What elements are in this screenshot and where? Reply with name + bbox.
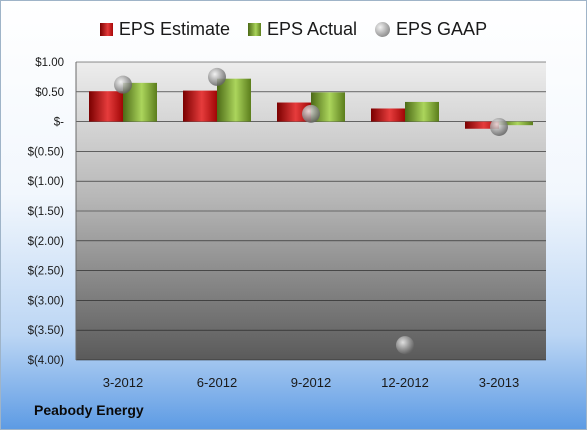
y-tick-label: $-: [54, 117, 64, 129]
legend-label-actual: EPS Actual: [266, 18, 358, 39]
gaap-points: [114, 67, 508, 355]
point-eps-gaap: [490, 117, 508, 136]
point-eps-gaap: [114, 75, 132, 94]
x-tick-label: 6-2012: [197, 375, 237, 390]
chart-legend: EPS Estimate EPS Actual EPS GAAP: [1, 17, 586, 41]
y-tick-label: $1.00: [35, 57, 64, 69]
bar-eps-estimate: [277, 102, 311, 122]
bar-eps-estimate: [89, 91, 123, 122]
gridlines: [75, 61, 546, 361]
y-tick-label: $(4.00): [28, 355, 65, 367]
legend-item-actual: EPS Actual: [247, 18, 358, 40]
company-name: Peabody Energy: [34, 402, 144, 418]
x-tick-label: 9-2012: [291, 375, 331, 390]
y-tick-label: $(3.00): [28, 295, 65, 307]
y-tick-label: $(2.50): [28, 266, 65, 278]
bar-eps-actual: [405, 101, 439, 122]
y-tick-label: $(1.50): [28, 206, 65, 218]
bar-eps-actual: [499, 121, 533, 126]
y-tick-label: $(2.00): [28, 236, 65, 248]
bar-eps-estimate: [465, 121, 499, 129]
x-tick-label: 3-2012: [103, 375, 143, 390]
point-eps-gaap: [208, 67, 226, 86]
y-tick-label: $(0.50): [28, 146, 65, 158]
bar-eps-actual: [217, 78, 251, 122]
legend-item-estimate: EPS Estimate: [99, 18, 230, 40]
bar-eps-estimate: [183, 90, 217, 122]
legend-item-gaap: EPS GAAP: [375, 19, 487, 40]
legend-swatch-actual: [247, 22, 261, 36]
y-axis-ticks: $1.00 $0.50 $- $(0.50) $(1.00) $(1.50) $(2.00)…: [28, 57, 65, 367]
y-tick-label: $0.50: [35, 87, 64, 99]
legend-label-gaap: EPS GAAP: [396, 18, 488, 39]
legend-swatch-estimate: [99, 22, 113, 36]
x-tick-label: 3-2013: [479, 375, 519, 390]
y-tick-label: $(1.00): [28, 176, 65, 188]
point-eps-gaap: [396, 336, 414, 355]
legend-label-estimate: EPS Estimate: [118, 18, 230, 39]
x-axis-ticks: 3-2012 6-2012 9-2012 12-2012 3-2013: [103, 375, 519, 390]
legend-swatch-gaap: [375, 21, 391, 37]
y-tick-label: $(3.50): [28, 325, 65, 337]
bar-eps-estimate: [371, 108, 405, 122]
x-tick-label: 12-2012: [381, 375, 429, 390]
point-eps-gaap: [302, 104, 320, 123]
